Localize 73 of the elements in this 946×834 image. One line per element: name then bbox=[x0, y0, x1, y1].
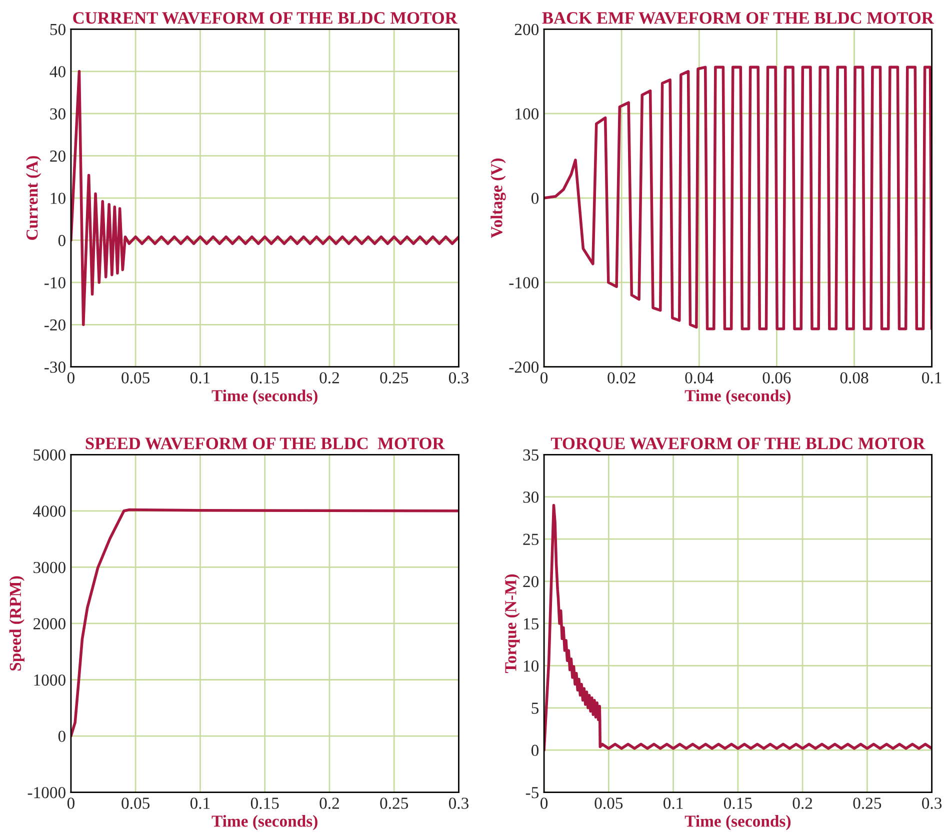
x-tick-label: 0.3 bbox=[922, 798, 942, 809]
y-tick-label: 0 bbox=[58, 234, 66, 246]
y-tick-label: -1000 bbox=[28, 787, 66, 798]
x-tick-label: 0.2 bbox=[320, 372, 339, 384]
line-series bbox=[70, 508, 459, 738]
x-tick-label: 0.1 bbox=[664, 798, 683, 809]
x-tick-label: 0.02 bbox=[608, 372, 636, 384]
x-tick-label: 0.15 bbox=[724, 798, 752, 809]
x-tick-label: 0.15 bbox=[250, 798, 279, 809]
y-tick-label: 4000 bbox=[33, 506, 66, 517]
x-axis-title: Time (seconds) bbox=[212, 390, 318, 405]
y-tick-label: 25 bbox=[523, 534, 539, 545]
y-tick-label: 10 bbox=[50, 192, 66, 204]
y-tick-label: 0 bbox=[58, 730, 66, 742]
x-tick-label: 0.1 bbox=[190, 798, 210, 809]
y-tick-label: -100 bbox=[509, 277, 539, 288]
line-series bbox=[544, 504, 932, 752]
x-axis-title: Time (seconds) bbox=[684, 390, 791, 405]
y-tick-label: 35 bbox=[523, 449, 539, 461]
y-tick-label: -30 bbox=[44, 362, 66, 373]
x-tick-label: 0.25 bbox=[380, 372, 408, 384]
x-tick-label: 0.25 bbox=[380, 798, 408, 809]
y-tick-label: 200 bbox=[514, 24, 539, 36]
x-tick-label: 0.05 bbox=[122, 798, 150, 809]
y-axis-title: Voltage (V) bbox=[490, 158, 506, 238]
y-tick-label: 1000 bbox=[34, 674, 66, 686]
x-tick-label: 0.25 bbox=[853, 798, 882, 809]
y-tick-label: -10 bbox=[44, 277, 66, 288]
x-tick-label: 0.05 bbox=[122, 372, 150, 384]
y-tick-label: -200 bbox=[509, 362, 539, 373]
x-tick-label: 0.3 bbox=[448, 372, 468, 384]
x-tick-label: 0.2 bbox=[792, 798, 812, 809]
x-tick-label: 0.1 bbox=[922, 372, 942, 384]
line-series bbox=[544, 66, 932, 330]
x-tick-label: 0 bbox=[540, 798, 548, 809]
x-tick-label: 0.06 bbox=[762, 372, 791, 384]
x-tick-label: 0.3 bbox=[448, 798, 468, 809]
x-axis-title: Time (seconds) bbox=[212, 815, 318, 830]
y-tick-label: 3000 bbox=[34, 562, 66, 574]
x-tick-label: 0.2 bbox=[320, 798, 339, 809]
x-tick-label: 0.05 bbox=[594, 798, 623, 809]
chart-title: TORQUE WAVEFORM OF THE BLDC MOTOR bbox=[550, 438, 926, 452]
y-tick-label: 30 bbox=[523, 492, 539, 503]
y-tick-label: 2000 bbox=[33, 618, 66, 630]
line-series bbox=[70, 70, 459, 326]
x-tick-label: 0.15 bbox=[250, 372, 279, 384]
x-axis-title: Time (seconds) bbox=[684, 815, 791, 830]
chart-title: SPEED WAVEFORM OF THE BLDC MOTOR bbox=[86, 438, 445, 450]
y-axis-title: Current (A) bbox=[26, 156, 42, 240]
y-tick-label: -20 bbox=[44, 319, 66, 331]
y-tick-label: 30 bbox=[50, 108, 66, 120]
y-tick-label: 20 bbox=[50, 150, 66, 162]
y-tick-label: 10 bbox=[524, 660, 539, 672]
y-tick-label: 100 bbox=[516, 108, 539, 120]
x-tick-label: 0 bbox=[67, 372, 74, 384]
x-tick-label: 0.08 bbox=[840, 372, 868, 384]
y-axis-title: Speed (RPM) bbox=[9, 576, 24, 670]
y-axis-title: Torque (N-M) bbox=[504, 574, 520, 673]
y-tick-label: 0 bbox=[531, 192, 539, 204]
y-tick-label: -5 bbox=[526, 787, 539, 798]
y-tick-label: 40 bbox=[50, 66, 66, 78]
x-tick-label: 0 bbox=[67, 798, 74, 809]
chart-title: BACK EMF WAVEFORM OF THE BLDC MOTOR bbox=[542, 12, 934, 24]
y-tick-label: 50 bbox=[50, 24, 66, 36]
y-tick-label: 15 bbox=[524, 618, 539, 630]
chart-title: CURRENT WAVEFORM OF THE BLDC MOTOR bbox=[73, 12, 458, 24]
y-tick-label: 5 bbox=[532, 702, 539, 714]
x-tick-label: 0.04 bbox=[685, 372, 714, 384]
x-tick-label: 0 bbox=[540, 372, 548, 384]
x-tick-label: 0.1 bbox=[190, 372, 210, 384]
y-tick-label: 0 bbox=[531, 744, 539, 756]
y-tick-label: 5000 bbox=[34, 449, 66, 461]
y-tick-label: 20 bbox=[523, 576, 539, 588]
